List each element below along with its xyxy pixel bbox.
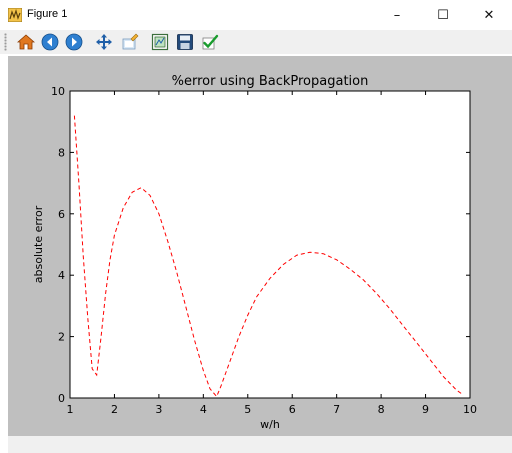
series-line: [73, 115, 464, 398]
y-tick-label: 10: [51, 85, 65, 98]
forward-arrow-icon: [65, 33, 83, 51]
y-axis-label: absolute error: [32, 205, 45, 283]
minimize-button[interactable]: –: [374, 0, 420, 30]
x-axis-label: w/h: [260, 418, 280, 431]
window-title: Figure 1: [27, 8, 68, 20]
pan-button[interactable]: [94, 32, 114, 52]
x-tick-label: 6: [289, 403, 296, 416]
plot-area: [70, 91, 470, 398]
close-button[interactable]: ✕: [466, 0, 512, 30]
x-tick-label: 4: [200, 403, 207, 416]
tick-labels: 1 2 3 4 5 6 7 8 9 10 0 2 4 6 8 10: [51, 85, 477, 416]
chart: 1 2 3 4 5 6 7 8 9 10 0 2 4 6 8 10 %error using BackProp…: [32, 74, 477, 431]
close-icon: ✕: [483, 7, 495, 23]
move-cross-icon: [96, 34, 112, 50]
x-tick-label: 7: [333, 403, 340, 416]
x-tick-label: 3: [155, 403, 162, 416]
forward-button[interactable]: [64, 32, 84, 52]
x-tick-label: 2: [111, 403, 118, 416]
chart-title: %error using BackPropagation: [172, 74, 369, 89]
home-button[interactable]: [16, 32, 36, 52]
status-bar: [8, 436, 512, 453]
maximize-icon: ☐: [437, 7, 449, 23]
zoom-icon: [122, 33, 139, 50]
y-tick-label: 6: [58, 208, 65, 221]
home-icon: [17, 34, 35, 50]
matplotlib-app-icon: [8, 8, 22, 22]
x-tick-label: 1: [67, 403, 74, 416]
back-arrow-icon: [41, 33, 59, 51]
plot-frame: [69, 90, 471, 399]
toolbar-grip[interactable]: [4, 33, 7, 51]
edit-parameters-button[interactable]: [200, 32, 220, 52]
figure-canvas[interactable]: 1 2 3 4 5 6 7 8 9 10 0 2 4 6 8 10 %error using BackProp…: [8, 56, 512, 436]
back-button[interactable]: [40, 32, 60, 52]
title-bar: Figure 1 – ☐ ✕: [0, 0, 512, 30]
zoom-button[interactable]: [120, 32, 140, 52]
y-tick-label: 0: [58, 392, 65, 405]
x-tick-label: 9: [422, 403, 429, 416]
y-tick-label: 4: [58, 269, 65, 282]
x-tick-label: 10: [463, 403, 477, 416]
checkmark-icon: [202, 34, 219, 50]
y-tick-label: 8: [58, 146, 65, 159]
subplots-icon: [151, 33, 169, 51]
x-tick-label: 8: [378, 403, 385, 416]
configure-subplots-button[interactable]: [150, 32, 170, 52]
y-tick-label: 2: [58, 331, 65, 344]
minimize-icon: –: [393, 7, 401, 23]
floppy-disk-icon: [177, 34, 193, 50]
navigation-toolbar: [0, 30, 512, 54]
maximize-button[interactable]: ☐: [420, 0, 466, 30]
x-tick-label: 5: [244, 403, 251, 416]
save-button[interactable]: [175, 32, 195, 52]
